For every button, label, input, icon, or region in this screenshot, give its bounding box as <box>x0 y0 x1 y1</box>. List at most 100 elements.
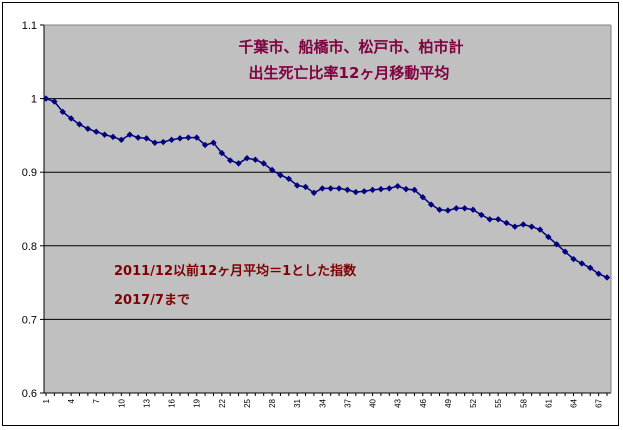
data-point <box>59 108 66 116</box>
x-tick-label: 61 <box>544 398 553 407</box>
data-point <box>503 219 510 227</box>
x-tick-label: 31 <box>293 398 302 407</box>
axes <box>43 24 612 394</box>
data-point <box>411 186 418 194</box>
x-tick-label: 43 <box>394 398 403 407</box>
data-point <box>553 241 560 248</box>
data-point <box>285 175 293 183</box>
data-point <box>402 185 410 193</box>
annotation-period-note: 2017/7まで <box>114 293 190 308</box>
data-point <box>243 155 251 162</box>
data-point <box>302 183 309 191</box>
data-point <box>84 125 92 132</box>
data-point <box>444 207 452 214</box>
data-point <box>520 221 527 228</box>
y-tick-label: 0.6 <box>22 388 37 400</box>
data-point <box>536 226 544 233</box>
data-point <box>160 138 167 146</box>
x-tick-label: 4 <box>67 398 76 403</box>
y-axis-ticks: 0.6 0.7 0.8 0.9 1 1.1 <box>22 20 44 400</box>
x-tick-label: 40 <box>369 398 378 407</box>
annotation-index-note: 2011/12以前12ヶ月平均＝1とした指数 <box>114 263 357 279</box>
data-point <box>218 149 226 157</box>
x-tick-label: 7 <box>92 398 101 403</box>
data-point <box>603 274 611 281</box>
data-point <box>126 131 133 138</box>
x-tick-label: 55 <box>494 398 503 407</box>
x-tick-label: 58 <box>519 398 528 407</box>
x-tick-label: 34 <box>318 398 327 407</box>
x-tick-label: 13 <box>142 398 151 407</box>
data-point <box>319 185 326 192</box>
x-tick-label: 37 <box>343 398 352 407</box>
data-point <box>235 160 242 167</box>
series-markers <box>42 95 611 281</box>
gridlines <box>44 98 611 320</box>
data-point <box>76 121 83 128</box>
data-point <box>469 206 477 213</box>
data-point <box>335 185 343 192</box>
x-tick-label: 10 <box>117 398 126 407</box>
data-point <box>545 233 552 241</box>
data-point <box>494 216 502 223</box>
data-point <box>344 186 351 194</box>
x-tick-label: 28 <box>268 398 277 407</box>
data-point <box>42 95 50 102</box>
data-point <box>252 156 259 163</box>
data-point <box>201 141 209 149</box>
data-point <box>227 157 234 164</box>
data-point <box>193 134 200 141</box>
data-point <box>453 205 460 212</box>
data-point <box>461 205 468 212</box>
data-point <box>369 186 376 194</box>
data-point <box>143 135 150 142</box>
x-tick-label: 16 <box>168 398 177 407</box>
data-point <box>587 264 594 272</box>
x-tick-label: 49 <box>444 398 453 407</box>
data-point <box>151 139 159 146</box>
data-point <box>419 194 426 201</box>
data-point <box>427 201 435 208</box>
y-tick-label: 1.1 <box>22 20 37 32</box>
y-tick-label: 1 <box>31 94 37 106</box>
x-tick-label: 1 <box>42 398 51 403</box>
x-tick-label: 19 <box>193 398 202 407</box>
data-point <box>277 171 284 179</box>
data-point <box>101 131 108 138</box>
data-point <box>377 185 385 193</box>
data-point <box>109 133 117 141</box>
y-tick-label: 0.8 <box>22 241 37 253</box>
data-point <box>578 260 586 267</box>
x-tick-label: 64 <box>570 398 579 407</box>
chart-title-line-2: 出生死亡比率12ヶ月移動平均 <box>249 64 450 82</box>
y-tick-label: 0.9 <box>22 167 37 179</box>
chart-title-line-1: 千葉市、船橋市、松戸市、柏市計 <box>238 38 463 56</box>
x-tick-label: 25 <box>243 398 252 407</box>
plot-area <box>44 25 611 393</box>
x-tick-label: 52 <box>469 398 478 407</box>
data-point <box>93 128 100 135</box>
x-tick-label: 46 <box>419 398 428 407</box>
x-axis-ticks: 1 4 7 10 13 16 19 22 25 28 31 34 37 40 43 46 49 52 55 58 61 6… <box>42 393 608 408</box>
data-point <box>268 166 276 174</box>
data-point <box>310 189 318 197</box>
data-point <box>436 206 443 213</box>
data-point <box>561 248 569 255</box>
y-tick-label: 0.7 <box>22 314 37 326</box>
data-point <box>511 223 519 230</box>
data-point <box>67 115 75 122</box>
x-tick-label: 67 <box>595 398 604 407</box>
data-point <box>570 255 577 263</box>
data-point <box>168 136 175 144</box>
data-point <box>210 139 217 146</box>
data-point <box>118 136 125 144</box>
data-point <box>260 160 267 167</box>
data-point <box>386 185 393 192</box>
data-point <box>327 185 334 192</box>
x-tick-label: 22 <box>218 398 227 407</box>
data-point <box>185 134 192 141</box>
data-point <box>293 182 301 189</box>
data-point <box>486 216 493 223</box>
data-point <box>394 182 401 190</box>
